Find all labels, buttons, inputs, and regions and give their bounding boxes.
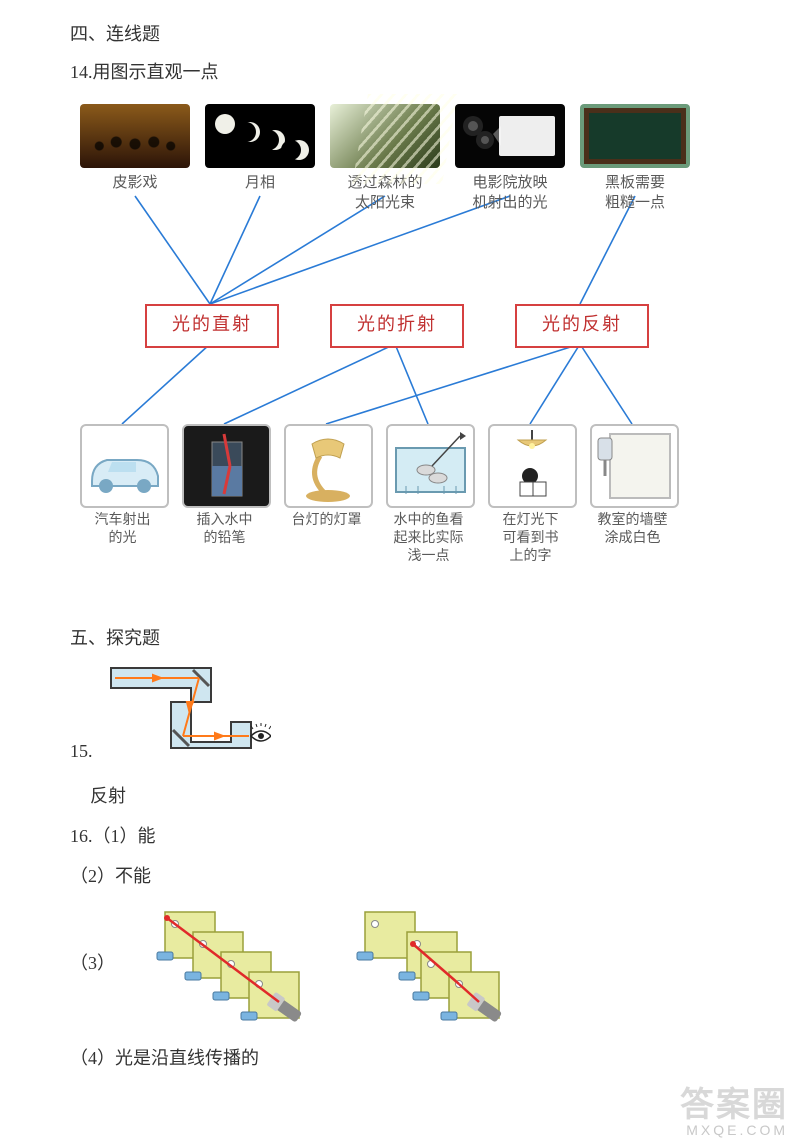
moon-phases-image — [205, 104, 315, 168]
desk-lamp-icon — [284, 424, 373, 508]
reading-lamp-icon — [488, 424, 577, 508]
q15-row: 15. — [70, 662, 730, 762]
q16-a4: （4）光是沿直线传播的 — [70, 1044, 730, 1070]
concept-2: 光的反射 — [515, 304, 649, 348]
q15-answer: 反射 — [90, 782, 730, 808]
pencil-water-icon — [182, 424, 271, 508]
concept-1: 光的折射 — [330, 304, 464, 348]
q16-fig-aligned — [145, 902, 315, 1022]
bot-label-2: 台灯的灯罩 — [284, 512, 369, 530]
q14-diagram: 皮影戏 月相 透过森林的 太阳光束 — [70, 104, 690, 594]
white-wall-icon — [590, 424, 679, 508]
projector-image — [455, 104, 565, 168]
bot-label-0: 汽车射出 的光 — [80, 512, 165, 548]
q16-fig-offset — [345, 902, 515, 1022]
top-label-0: 皮影戏 — [80, 174, 190, 194]
car-headlight-icon — [80, 424, 169, 508]
bot-item-5: 教室的墙壁 涂成白色 — [590, 424, 675, 548]
bot-item-0: 汽车射出 的光 — [80, 424, 165, 548]
top-label-1: 月相 — [205, 174, 315, 194]
bot-label-1: 插入水中 的铅笔 — [182, 512, 267, 548]
q16-3-row: （3） — [70, 902, 730, 1022]
q15-number: 15. — [70, 741, 93, 762]
periscope-diagram — [101, 662, 271, 762]
top-label-3: 电影院放映 机射出的光 — [455, 174, 565, 213]
top-item-1: 月相 — [205, 104, 315, 194]
top-item-0: 皮影戏 — [80, 104, 190, 194]
q16-a2: （2）不能 — [70, 862, 730, 888]
concept-0: 光的直射 — [145, 304, 279, 348]
watermark-small: MXQE.COM — [680, 1122, 788, 1138]
q16-a1: 16.（1）能 — [70, 822, 730, 848]
top-item-2: 透过森林的 太阳光束 — [330, 104, 440, 213]
forest-beam-image — [330, 104, 440, 168]
q16-a3-number: （3） — [70, 949, 115, 975]
bot-item-4: 在灯光下 可看到书 上的字 — [488, 424, 573, 567]
top-item-4: 黑板需要 粗糙一点 — [580, 104, 690, 213]
bot-label-3: 水中的鱼看 起来比实际 浅一点 — [386, 512, 471, 567]
section-5: 五、探究题 15. — [70, 624, 730, 1070]
bot-item-3: 水中的鱼看 起来比实际 浅一点 — [386, 424, 471, 567]
top-label-4: 黑板需要 粗糙一点 — [580, 174, 690, 213]
q14-title: 14.用图示直观一点 — [70, 58, 730, 84]
top-item-3: 电影院放映 机射出的光 — [455, 104, 565, 213]
fish-tank-icon — [386, 424, 475, 508]
shadow-play-image — [80, 104, 190, 168]
section-4-heading: 四、连线题 — [70, 20, 730, 46]
bot-label-4: 在灯光下 可看到书 上的字 — [488, 512, 573, 567]
watermark-big: 答案圈 — [680, 1077, 788, 1126]
bot-item-2: 台灯的灯罩 — [284, 424, 369, 530]
blackboard-image — [580, 104, 690, 168]
bot-item-1: 插入水中 的铅笔 — [182, 424, 267, 548]
bot-label-5: 教室的墙壁 涂成白色 — [590, 512, 675, 548]
watermark: 答案圈 MXQE.COM — [680, 1077, 788, 1138]
section-5-heading: 五、探究题 — [70, 624, 730, 650]
